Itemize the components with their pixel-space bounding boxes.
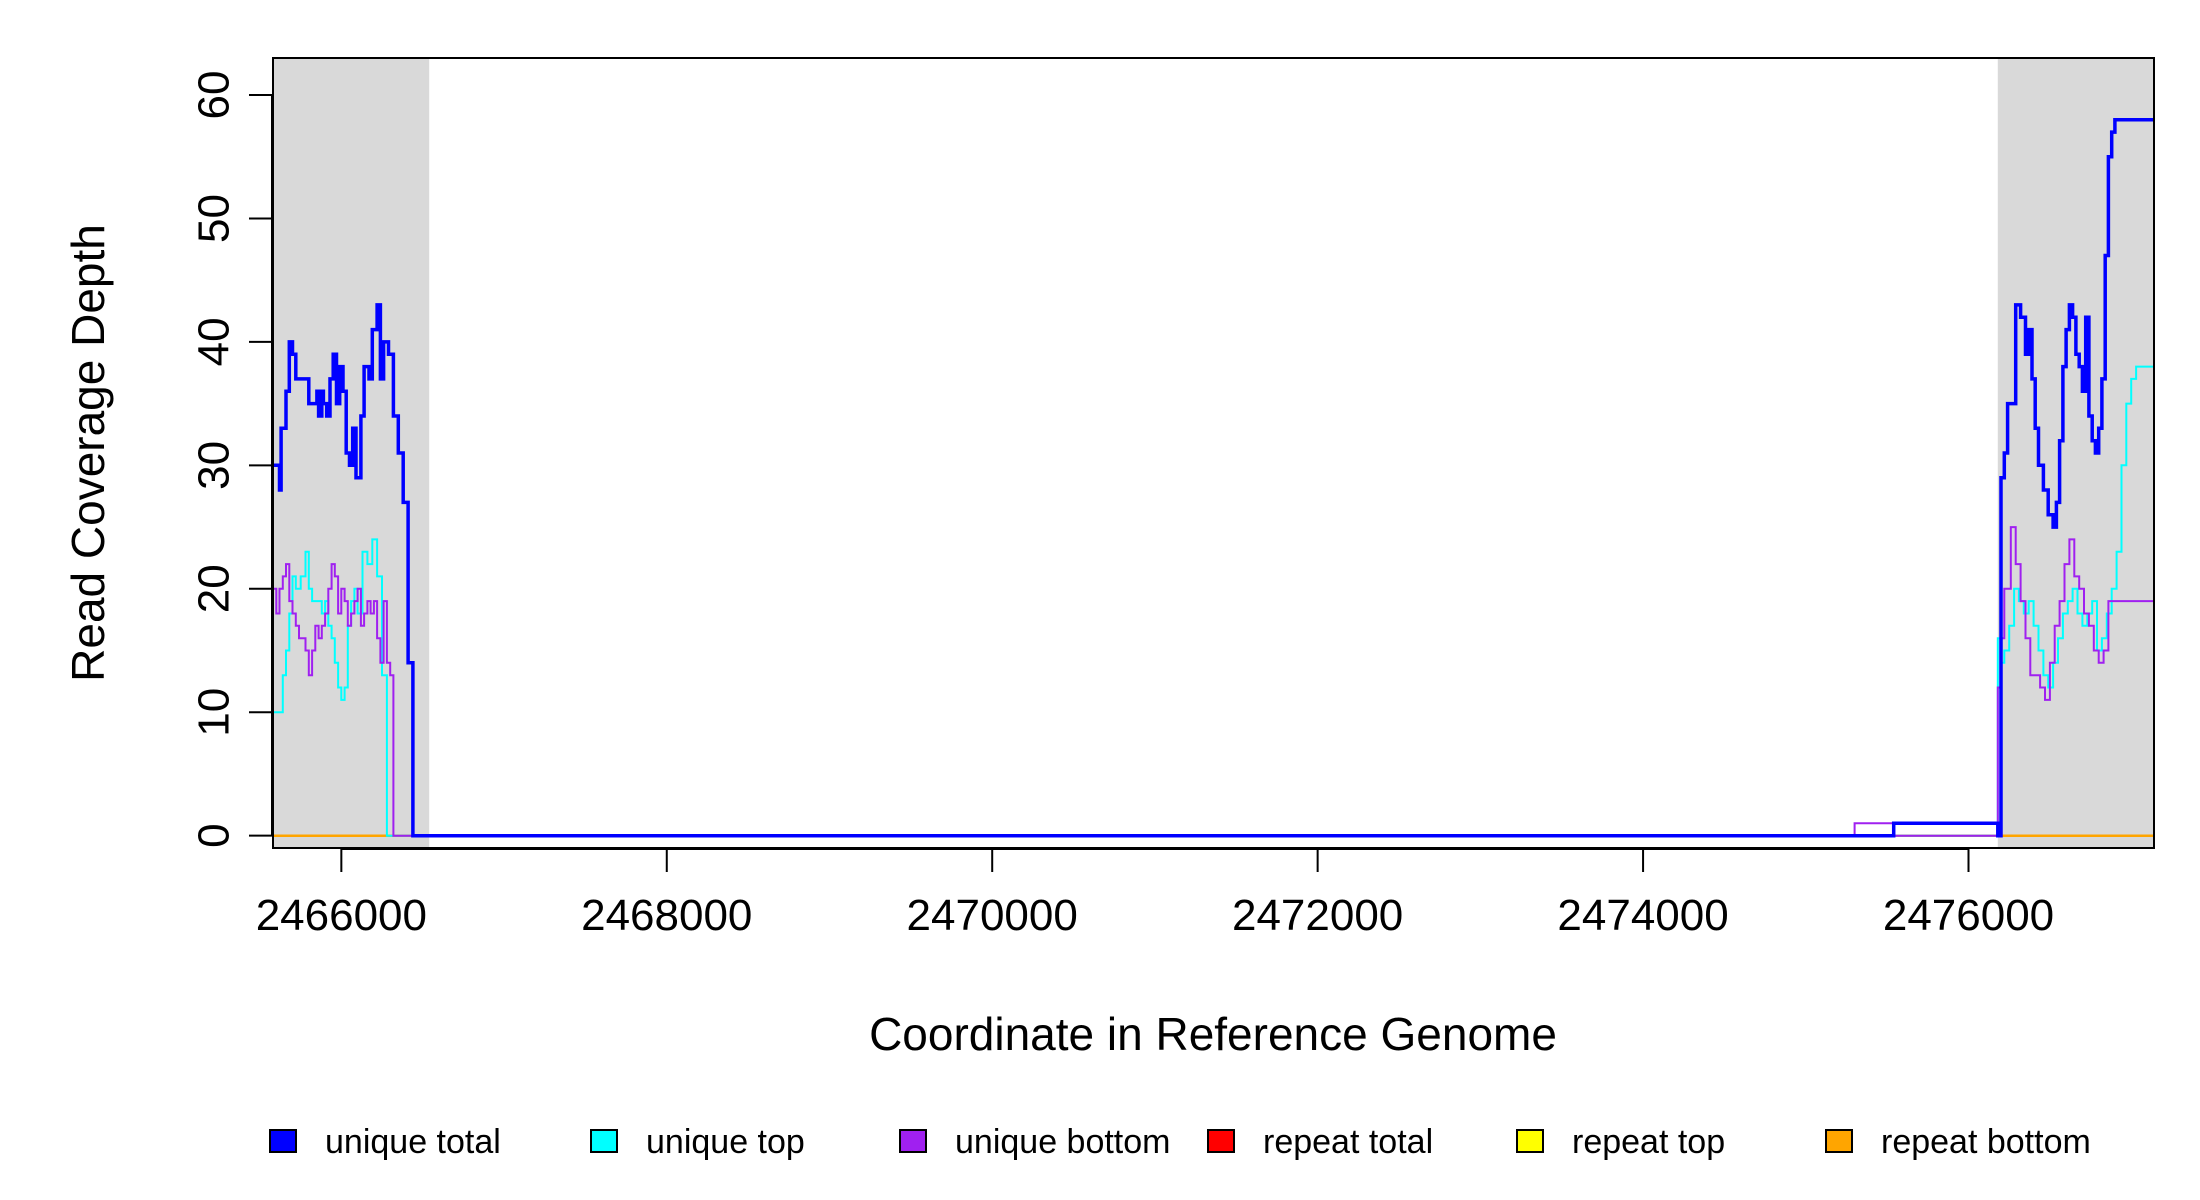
legend-item-repeat-bottom: repeat bottom [1825, 1123, 2091, 1161]
x-tick-label: 2474000 [1557, 891, 1728, 940]
y-tick-label: 50 [190, 194, 239, 243]
y-tick-label: 30 [190, 441, 239, 490]
y-tick-label: 10 [190, 688, 239, 737]
x-tick-label: 2468000 [581, 891, 752, 940]
legend-swatch [1825, 1129, 1853, 1153]
y-tick-label: 20 [190, 564, 239, 613]
legend-label: repeat top [1572, 1123, 1725, 1161]
legend-item-unique-top: unique top [590, 1123, 805, 1161]
legend-label: unique total [325, 1123, 501, 1161]
y-tick-label: 0 [190, 823, 239, 847]
legend-item-unique-bottom: unique bottom [899, 1123, 1171, 1161]
shaded-region-1 [1997, 58, 2154, 848]
x-axis-title: Coordinate in Reference Genome [869, 1008, 1557, 1060]
series-line-unique-bottom [273, 526, 2154, 837]
y-tick-label: 40 [190, 317, 239, 366]
legend-item-unique-total: unique total [269, 1123, 501, 1161]
series-lines [273, 117, 2154, 838]
shaded-regions [273, 58, 2154, 848]
legend-swatch [269, 1129, 297, 1153]
legend-swatch [1207, 1129, 1235, 1153]
legend: unique total unique top unique bottom repea… [269, 1123, 2091, 1161]
x-tick-label: 2476000 [1883, 891, 2054, 940]
legend-swatch [1516, 1129, 1544, 1153]
x-tick-label: 2470000 [907, 891, 1078, 940]
legend-item-repeat-top: repeat top [1516, 1123, 1725, 1161]
y-tick-label: 60 [190, 71, 239, 120]
y-axis: 0 10 20 30 40 50 60 [190, 71, 273, 848]
series-line-unique-top [273, 365, 2154, 837]
legend-label: unique top [646, 1123, 805, 1161]
legend-label: repeat total [1263, 1123, 1433, 1161]
legend-swatch [590, 1129, 618, 1153]
y-axis-title: Read Coverage Depth [62, 224, 114, 682]
legend-label: repeat bottom [1881, 1123, 2091, 1161]
x-tick-label: 2472000 [1232, 891, 1403, 940]
x-tick-label: 2466000 [256, 891, 427, 940]
series-line-unique-total [273, 117, 2154, 838]
x-axis: 2466000 2468000 2470000 2472000 2474000 24760… [256, 848, 2054, 940]
legend-label: unique bottom [955, 1123, 1171, 1161]
legend-swatch [899, 1129, 927, 1153]
plot-frame [272, 57, 2155, 849]
legend-item-repeat-total: repeat total [1207, 1123, 1433, 1161]
